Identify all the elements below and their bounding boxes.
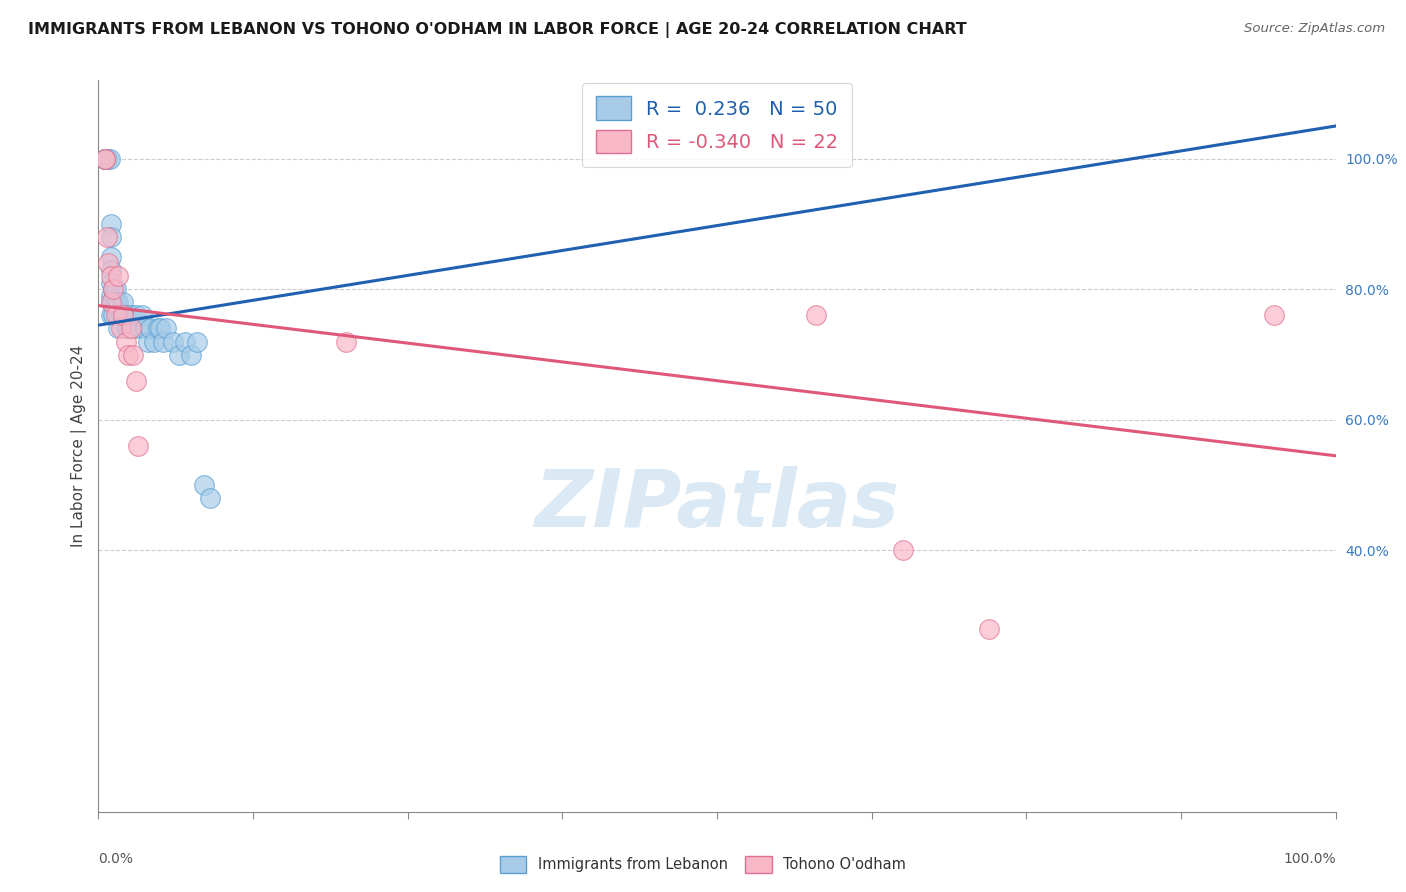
Point (107, 269, 129, 284)
Point (93, 152, 115, 166)
Point (112, 309, 135, 323)
Point (110, 321, 132, 335)
Point (100, 217, 122, 231)
Point (152, 334, 174, 349)
Point (112, 295, 135, 310)
Point (100, 262, 122, 277)
Point (103, 282, 125, 296)
Point (891, 543, 914, 558)
Y-axis label: In Labor Force | Age 20-24: In Labor Force | Age 20-24 (72, 345, 87, 547)
Point (103, 309, 125, 323)
Point (114, 334, 136, 349)
Point (193, 478, 215, 492)
Point (100, 309, 122, 323)
Point (93, 152, 115, 166)
Text: IMMIGRANTS FROM LEBANON VS TOHONO O'ODHAM IN LABOR FORCE | AGE 20-24 CORRELATION: IMMIGRANTS FROM LEBANON VS TOHONO O'ODHA… (28, 22, 967, 38)
Point (120, 321, 142, 335)
Point (174, 334, 197, 349)
Point (134, 321, 156, 335)
Text: ZIPatlas: ZIPatlas (534, 466, 900, 543)
Text: 0.0%: 0.0% (98, 852, 134, 866)
Point (122, 348, 145, 362)
Point (117, 348, 139, 362)
Point (162, 334, 184, 349)
Point (804, 309, 827, 323)
Point (93, 152, 115, 166)
Point (167, 348, 190, 362)
Point (104, 295, 127, 310)
Point (103, 295, 125, 310)
Point (127, 439, 149, 453)
Text: 100.0%: 100.0% (1284, 852, 1336, 866)
Point (97, 256, 120, 270)
Point (93, 152, 115, 166)
Point (335, 334, 357, 349)
Point (139, 321, 162, 335)
Point (124, 374, 146, 388)
Point (155, 321, 177, 335)
Point (149, 321, 172, 335)
Point (122, 321, 145, 335)
Point (93, 152, 115, 166)
Point (186, 334, 208, 349)
Point (114, 321, 136, 335)
Point (100, 269, 122, 284)
Point (96, 152, 118, 166)
Point (96, 152, 118, 166)
Point (110, 309, 132, 323)
Point (103, 282, 125, 296)
Text: Source: ZipAtlas.com: Source: ZipAtlas.com (1244, 22, 1385, 36)
Point (127, 321, 149, 335)
Point (131, 309, 153, 323)
Point (100, 230, 122, 244)
Point (146, 321, 169, 335)
Point (107, 295, 129, 310)
Point (117, 321, 139, 335)
Point (143, 334, 166, 349)
Point (100, 295, 122, 310)
Legend: R =  0.236   N = 50, R = -0.340   N = 22: R = 0.236 N = 50, R = -0.340 N = 22 (582, 83, 852, 167)
Point (96, 230, 118, 244)
Point (114, 309, 136, 323)
Point (979, 622, 1001, 636)
Point (124, 309, 146, 323)
Point (107, 309, 129, 323)
Point (100, 289, 122, 303)
Legend: Immigrants from Lebanon, Tohono O'odham: Immigrants from Lebanon, Tohono O'odham (492, 849, 914, 880)
Point (104, 282, 127, 296)
Point (100, 250, 122, 264)
Point (100, 295, 122, 310)
Point (112, 309, 135, 323)
Point (98, 152, 121, 166)
Point (120, 309, 142, 323)
Point (107, 321, 129, 335)
Point (136, 334, 159, 349)
Point (1263, 309, 1285, 323)
Point (198, 491, 221, 506)
Point (100, 276, 122, 290)
Point (93, 152, 115, 166)
Point (180, 348, 202, 362)
Point (93, 152, 115, 166)
Point (104, 309, 127, 323)
